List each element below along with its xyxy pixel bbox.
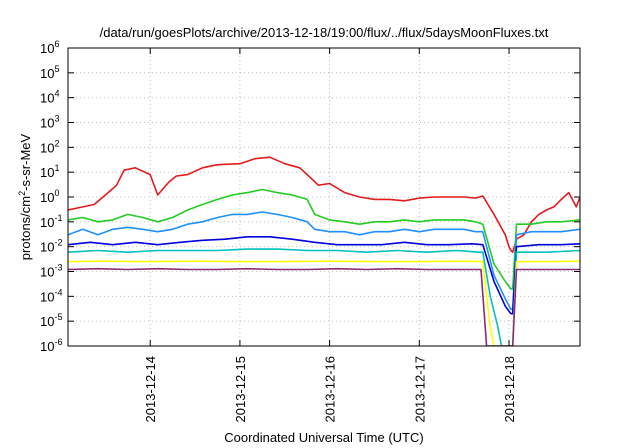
series-line-0 [68, 156, 580, 253]
y-tick-label: 105 [40, 64, 59, 81]
series-line-6 [68, 267, 580, 346]
y-tick-label: 10-2 [40, 238, 62, 255]
y-tick-label: 10-3 [40, 263, 62, 280]
chart-title: /data/run/goesPlots/archive/2013-12-18/1… [100, 25, 549, 40]
series-layer [68, 156, 580, 346]
y-tick-label: 10-6 [40, 337, 62, 354]
y-axis-label: protons/cm2-s-sr-MeV [17, 133, 33, 260]
y-tick-label: 10-4 [40, 287, 62, 304]
y-tick-label: 10-1 [40, 213, 62, 230]
x-tick-label: 2013-12-18 [502, 356, 517, 423]
x-tick-label: 2013-12-17 [412, 356, 427, 423]
x-tick-label: 2013-12-16 [323, 356, 338, 423]
x-axis-label: Coordinated Universal Time (UTC) [224, 430, 423, 445]
plot-area [68, 156, 580, 346]
y-axis: 10-6 10-5 10-4 10-3 10-2 10-1 100 101 102 103 104 1… [40, 39, 580, 354]
y-tick-label: 100 [40, 188, 59, 205]
y-tick-label: 104 [40, 89, 59, 106]
x-tick-label: 2013-12-15 [233, 356, 248, 423]
y-tick-label: 10-5 [40, 312, 62, 329]
y-tick-label: 102 [40, 138, 59, 155]
y-tick-label: 101 [40, 163, 59, 180]
series-line-2 [68, 211, 580, 311]
y-tick-label: 103 [40, 114, 59, 131]
series-line-1 [68, 188, 580, 290]
x-tick-label: 2013-12-14 [143, 356, 158, 423]
y-tick-label: 106 [40, 39, 59, 56]
series-line-3 [68, 236, 580, 315]
x-axis: 2013-12-14 2013-12-15 2013-12-16 2013-12-17… [143, 48, 517, 423]
series-line-5 [68, 260, 580, 346]
series-line-4 [68, 248, 580, 346]
